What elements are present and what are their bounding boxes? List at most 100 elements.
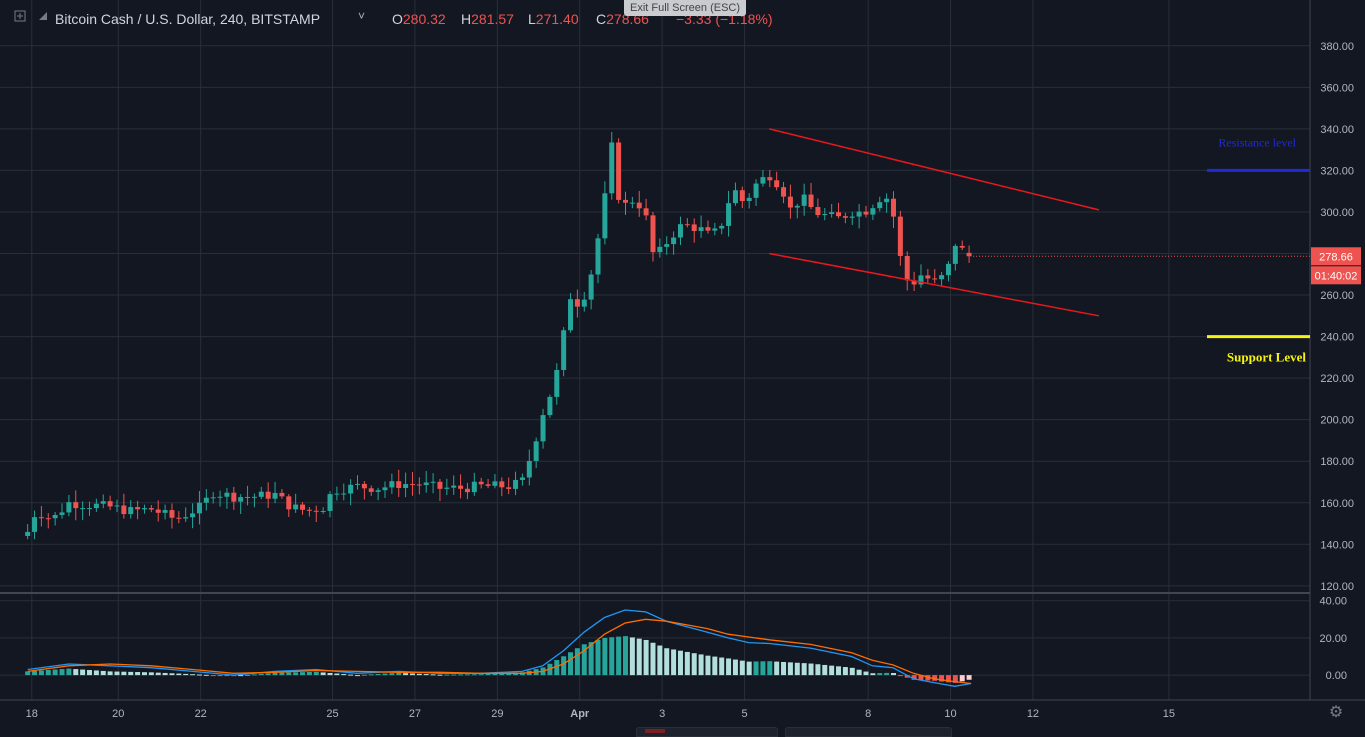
- candle-body: [547, 396, 553, 416]
- y-tick-label: 340.00: [1320, 124, 1354, 136]
- macd-histogram-bar: [286, 672, 292, 676]
- macd-histogram-bar: [128, 671, 134, 676]
- macd-histogram-bar: [382, 673, 388, 676]
- y-tick-label: 300.00: [1320, 207, 1354, 219]
- candle-body: [739, 190, 745, 202]
- macd-histogram-bar: [945, 675, 951, 683]
- candle-body: [231, 492, 237, 502]
- y-tick-label: 360.00: [1320, 82, 1354, 94]
- candle-body: [409, 484, 415, 486]
- x-tick-label: 20: [112, 708, 124, 720]
- candle-body: [856, 211, 862, 217]
- expand-icon[interactable]: [14, 10, 26, 22]
- macd-histogram-bar: [464, 674, 470, 676]
- candle-body: [787, 196, 793, 208]
- candle-body: [430, 481, 436, 483]
- macd-histogram-bar: [238, 675, 244, 677]
- candle-body: [217, 496, 223, 498]
- macd-y-tick-label: 0.00: [1326, 670, 1347, 682]
- macd-histogram-bar: [939, 675, 945, 682]
- y-tick-label: 220.00: [1320, 373, 1354, 385]
- macd-histogram-bar: [657, 645, 663, 676]
- macd-histogram-bar: [300, 672, 306, 676]
- macd-histogram-bar: [712, 656, 718, 676]
- macd-histogram-bar: [403, 673, 409, 676]
- price-axis[interactable]: 120.00140.00160.00180.00200.00220.00240.…: [26, 41, 1354, 720]
- macd-histogram-bar: [877, 673, 883, 676]
- ohlc-high: H281.57: [461, 11, 514, 27]
- exit-fullscreen-button[interactable]: Exit Full Screen (ESC): [624, 0, 747, 16]
- macd-histogram-bar: [341, 674, 347, 676]
- candle-body: [753, 183, 759, 198]
- candle-body: [403, 484, 409, 489]
- candle-body: [114, 505, 120, 507]
- candle-body: [794, 205, 800, 208]
- macd-histogram-bar: [430, 674, 436, 676]
- macd-histogram-bar: [32, 670, 38, 676]
- candle-body: [478, 481, 484, 485]
- macd-histogram-bar: [217, 675, 223, 677]
- candle-body: [334, 493, 340, 495]
- candle-body: [251, 496, 257, 498]
- macd-histogram-bar: [409, 673, 415, 676]
- candle-body: [629, 202, 635, 204]
- macd-histogram-bar: [93, 670, 99, 676]
- candle-body: [169, 510, 175, 518]
- bottom-control-left[interactable]: [636, 727, 778, 737]
- macd-histogram-bar: [471, 674, 477, 676]
- candle-body: [396, 481, 402, 489]
- macd-histogram-bar: [327, 672, 333, 676]
- macd-histogram-bar: [25, 671, 31, 676]
- bottom-control-right[interactable]: [785, 727, 952, 737]
- macd-histogram-bar: [451, 674, 457, 676]
- macd-histogram-bar: [203, 674, 209, 676]
- candle-body: [320, 510, 326, 512]
- macd-histogram-bar: [141, 672, 147, 676]
- candle-body: [574, 299, 580, 307]
- macd-histogram-bar: [650, 642, 656, 676]
- candle-body: [774, 180, 780, 188]
- macd-histogram-bar: [932, 675, 938, 681]
- candle-body: [348, 484, 354, 494]
- candle-body: [293, 504, 299, 510]
- candle-body: [327, 494, 333, 511]
- candle-body: [684, 224, 690, 226]
- macd-histogram-bar: [787, 662, 793, 676]
- macd-histogram-bar: [135, 672, 141, 676]
- collapse-triangle-icon[interactable]: [37, 10, 49, 22]
- x-tick-label: 29: [491, 708, 503, 720]
- macd-histogram-bar: [396, 672, 402, 676]
- y-tick-label: 240.00: [1320, 332, 1354, 344]
- candle-body: [863, 211, 869, 215]
- gear-icon[interactable]: ⚙: [1328, 704, 1344, 721]
- candle-body: [746, 197, 752, 202]
- macd-histogram-bar: [293, 672, 299, 676]
- macd-histogram-bar: [595, 639, 601, 676]
- candle-body: [265, 491, 271, 499]
- ohlc-low: L271.40: [528, 11, 579, 27]
- candle-body: [588, 274, 594, 300]
- symbol-title[interactable]: Bitcoin Cash / U.S. Dollar, 240, BITSTAM…: [55, 11, 321, 27]
- candle-body: [52, 514, 58, 519]
- candle-body: [622, 199, 628, 203]
- candle-body: [911, 280, 917, 285]
- candle-body: [513, 479, 519, 489]
- candle-body: [829, 212, 835, 215]
- macd-histogram-bar: [568, 652, 574, 676]
- grid-lines: [0, 0, 1365, 701]
- macd-y-tick-label: 40.00: [1319, 596, 1347, 608]
- chevron-down-icon[interactable]: ˅: [358, 9, 366, 23]
- macd-histogram-bar: [313, 671, 319, 676]
- macd-histogram-bar: [224, 675, 230, 677]
- macd-histogram-bar: [732, 659, 738, 676]
- candle-body: [183, 517, 189, 519]
- candle-body: [526, 460, 532, 478]
- macd-histogram-bar: [355, 675, 361, 677]
- macd-histogram-bar: [183, 673, 189, 676]
- last-price-label: 278.66: [1319, 251, 1353, 263]
- macd-histogram-bar: [416, 673, 422, 676]
- y-tick-label: 260.00: [1320, 290, 1354, 302]
- candle-body: [368, 488, 374, 492]
- candle-body: [519, 477, 525, 480]
